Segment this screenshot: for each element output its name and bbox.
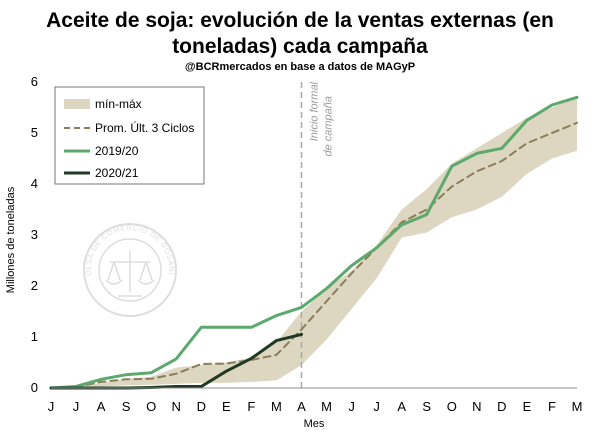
x-tick-label: J — [348, 399, 355, 414]
x-tick-label: J — [73, 399, 80, 414]
x-axis-label: Mes — [304, 418, 325, 430]
x-tick-label: M — [572, 399, 583, 414]
x-tick-label: N — [172, 399, 181, 414]
x-tick-label: F — [247, 399, 255, 414]
chart-title-line1: Aceite de soja: evolución de la ventas e… — [46, 9, 554, 32]
y-tick-label: 6 — [31, 74, 38, 89]
y-ticks: 0 1 2 3 4 5 6 — [31, 74, 38, 395]
chart-subtitle: @BCRmercados en base a datos de MAGyP — [185, 61, 415, 73]
y-axis-label: Millones de toneladas — [5, 186, 17, 293]
legend-label-prom: Prom. Últ. 3 Ciclos — [95, 120, 194, 135]
y-tick-label: 4 — [31, 176, 38, 191]
y-tick-label: 0 — [31, 380, 38, 395]
x-tick-label: A — [97, 399, 106, 414]
x-tick-label: M — [271, 399, 282, 414]
y-tick-label: 5 — [31, 125, 38, 140]
x-tick-label: F — [548, 399, 556, 414]
series-line-2019-20 — [49, 95, 579, 390]
x-tick-label: O — [447, 399, 457, 414]
x-tick-label: O — [146, 399, 156, 414]
series-line-prom — [50, 121, 578, 389]
y-axis-label-group: Millones de toneladas — [5, 186, 17, 293]
range-band-min-max — [51, 97, 577, 389]
legend-swatch-minmax — [64, 99, 90, 109]
x-tick-label: A — [297, 399, 306, 414]
legend-label-2020: 2020/21 — [95, 166, 139, 180]
x-tick-label: S — [422, 399, 431, 414]
x-tick-label: D — [197, 399, 206, 414]
annotation-line2: de campaña — [322, 96, 334, 157]
x-tick-label: J — [48, 399, 55, 414]
legend-label-2019: 2019/20 — [95, 144, 139, 158]
y-tick-label: 1 — [31, 329, 38, 344]
annotation-line1: Inicio formal — [308, 81, 320, 141]
x-tick-label: A — [397, 399, 406, 414]
x-tick-label: S — [122, 399, 131, 414]
legend: mín-máx Prom. Últ. 3 Ciclos 2019/20 2020… — [54, 86, 205, 185]
legend-label-minmax: mín-máx — [95, 97, 142, 111]
x-tick-label: N — [472, 399, 481, 414]
y-tick-label: 2 — [31, 278, 38, 293]
x-tick-label: J — [373, 399, 380, 414]
x-tick-label: M — [321, 399, 332, 414]
annotation-group: Inicio formal de campaña — [308, 81, 334, 156]
x-tick-label: D — [497, 399, 506, 414]
x-tick-label: E — [523, 399, 532, 414]
x-tick-label: E — [222, 399, 231, 414]
band-layer — [51, 97, 577, 389]
y-tick-label: 3 — [31, 227, 38, 242]
chart-title-line2: toneladas) cada campaña — [172, 35, 428, 58]
